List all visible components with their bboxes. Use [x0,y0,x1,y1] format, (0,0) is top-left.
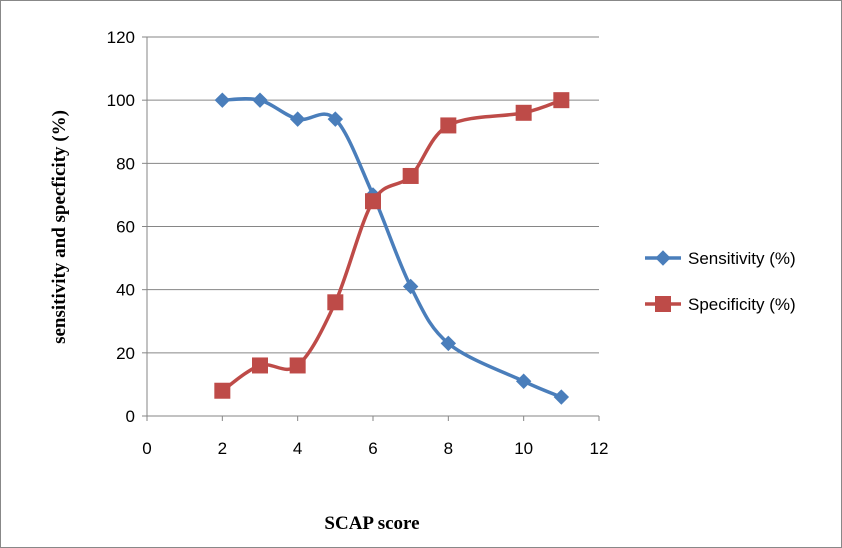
axes: 0 20 40 60 80 100 120 0 2 4 6 8 10 12 [107,28,609,458]
data-point [289,357,306,374]
data-point [365,193,381,210]
data-point [402,278,419,295]
data-point [289,111,306,127]
data-point [440,117,457,134]
series-layer [214,92,570,405]
data-point [515,373,532,389]
y-tick-label: 120 [107,28,135,47]
y-tick-label: 60 [116,218,135,237]
legend-label: Specificity (%) [688,295,796,314]
legend-label: Sensitivity (%) [688,249,796,268]
x-tick-label: 6 [368,439,377,458]
y-tick-label: 40 [116,281,135,300]
data-point [214,92,231,108]
x-tick-label: 0 [142,439,151,458]
data-point [252,92,268,108]
x-tick-label: 10 [514,439,533,458]
x-tick-label: 4 [293,439,302,458]
y-tick-label: 100 [107,91,135,110]
x-tick-label: 12 [590,439,609,458]
y-tick-label: 0 [126,407,135,426]
y-tick-label: 20 [116,344,135,363]
data-point [252,357,268,374]
data-point [553,389,570,405]
x-axis-title: SCAP score [324,513,419,534]
x-tick-label: 2 [218,439,227,458]
data-point [327,294,344,311]
data-point [515,104,532,121]
y-axis-title: sensitivity and specficity (%) [49,110,70,344]
x-tick-label: 8 [444,439,453,458]
legend-item: Sensitivity (%) [645,249,796,268]
data-point [402,167,419,184]
data-point [327,111,344,127]
legend: Sensitivity (%) Specificity (%) [645,249,796,314]
data-point [553,92,570,109]
data-point [214,382,231,399]
series-specificity [214,92,570,399]
legend-marker [655,250,671,266]
legend-item: Specificity (%) [645,295,796,314]
y-tick-label: 80 [116,154,135,173]
legend-marker [655,296,671,312]
data-point [440,335,457,352]
